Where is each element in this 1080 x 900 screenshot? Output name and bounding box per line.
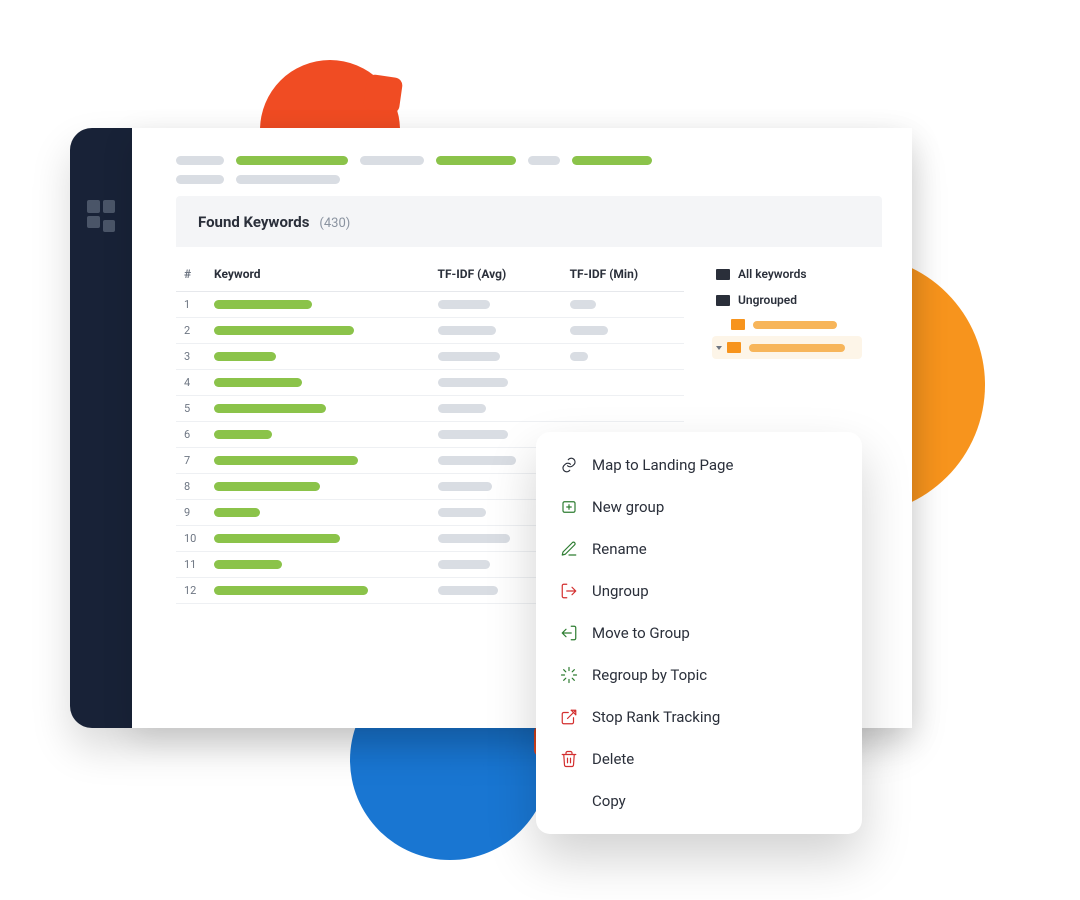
dashboard-icon[interactable] [87, 200, 115, 228]
ungroup-icon [560, 582, 578, 600]
menu-item-map-to-landing-page[interactable]: Map to Landing Page [536, 444, 862, 486]
menu-item-rename[interactable]: Rename [536, 528, 862, 570]
table-row[interactable]: 3 [176, 344, 684, 370]
cell-avg [430, 318, 562, 344]
sidebar-item-folder[interactable] [712, 313, 862, 336]
move-icon [560, 624, 578, 642]
cell-keyword [206, 292, 430, 318]
cell-min [562, 292, 684, 318]
menu-item-label: Copy [592, 792, 626, 810]
cell-keyword [206, 318, 430, 344]
row-num: 9 [176, 500, 206, 526]
sidebar-item-folder[interactable] [712, 336, 862, 359]
row-num: 4 [176, 370, 206, 396]
col-avg[interactable]: TF-IDF (Avg) [430, 261, 562, 292]
folder-icon [731, 319, 745, 330]
menu-item-label: Ungroup [592, 582, 649, 600]
cell-keyword [206, 474, 430, 500]
cell-min [562, 396, 684, 422]
section-title: Found Keywords [198, 213, 309, 231]
row-num: 11 [176, 552, 206, 578]
breadcrumb-skeleton-1 [176, 156, 882, 165]
cell-avg [430, 396, 562, 422]
menu-item-label: Delete [592, 750, 634, 768]
sidebar-item-ungrouped[interactable]: Ungrouped [712, 287, 862, 313]
chevron-down-icon [716, 346, 722, 350]
table-row[interactable]: 5 [176, 396, 684, 422]
menu-item-label: Move to Group [592, 624, 690, 642]
cell-keyword [206, 344, 430, 370]
deco-orange-square [363, 74, 404, 115]
cell-keyword [206, 422, 430, 448]
cell-keyword [206, 500, 430, 526]
cell-min [562, 318, 684, 344]
menu-item-label: Rename [592, 540, 647, 558]
table-row[interactable]: 1 [176, 292, 684, 318]
menu-item-label: Regroup by Topic [592, 666, 707, 684]
folder-label-skeleton [753, 321, 837, 329]
folder-icon [716, 269, 730, 280]
row-num: 3 [176, 344, 206, 370]
row-num: 2 [176, 318, 206, 344]
cell-min [562, 370, 684, 396]
menu-item-label: Stop Rank Tracking [592, 708, 720, 726]
menu-item-stop-rank-tracking[interactable]: Stop Rank Tracking [536, 696, 862, 738]
row-num: 7 [176, 448, 206, 474]
folder-label-skeleton [749, 344, 845, 352]
cell-keyword [206, 526, 430, 552]
row-num: 5 [176, 396, 206, 422]
link-icon [560, 456, 578, 474]
menu-item-delete[interactable]: Delete [536, 738, 862, 780]
stop-icon [560, 708, 578, 726]
cell-avg [430, 370, 562, 396]
cell-keyword [206, 552, 430, 578]
menu-item-move-to-group[interactable]: Move to Group [536, 612, 862, 654]
row-num: 12 [176, 578, 206, 604]
menu-item-new-group[interactable]: New group [536, 486, 862, 528]
sidebar-label: Ungrouped [738, 293, 797, 307]
row-num: 10 [176, 526, 206, 552]
context-menu: Map to Landing Page New group Rename Ungrou… [536, 432, 862, 834]
section-header: Found Keywords (430) [176, 196, 882, 247]
folder-icon [716, 295, 730, 306]
blank-icon [560, 792, 578, 810]
col-num[interactable]: # [176, 261, 206, 292]
section-count: (430) [319, 216, 350, 231]
newgrp-icon [560, 498, 578, 516]
menu-item-ungroup[interactable]: Ungroup [536, 570, 862, 612]
table-row[interactable]: 2 [176, 318, 684, 344]
cell-avg [430, 344, 562, 370]
menu-item-regroup-by-topic[interactable]: Regroup by Topic [536, 654, 862, 696]
cell-min [562, 344, 684, 370]
col-min[interactable]: TF-IDF (Min) [562, 261, 684, 292]
cell-keyword [206, 578, 430, 604]
sidebar-label: All keywords [738, 267, 807, 281]
cell-keyword [206, 448, 430, 474]
regroup-icon [560, 666, 578, 684]
rename-icon [560, 540, 578, 558]
delete-icon [560, 750, 578, 768]
breadcrumb-skeleton-2 [176, 175, 882, 184]
cell-keyword [206, 396, 430, 422]
table-row[interactable]: 4 [176, 370, 684, 396]
row-num: 6 [176, 422, 206, 448]
cell-keyword [206, 370, 430, 396]
menu-item-label: New group [592, 498, 664, 516]
col-keyword[interactable]: Keyword [206, 261, 430, 292]
menu-item-label: Map to Landing Page [592, 456, 733, 474]
cell-avg [430, 292, 562, 318]
sidebar-item-all[interactable]: All keywords [712, 261, 862, 287]
row-num: 8 [176, 474, 206, 500]
menu-item-copy[interactable]: Copy [536, 780, 862, 822]
left-rail [70, 128, 132, 728]
deco-blue-dot [450, 752, 484, 786]
row-num: 1 [176, 292, 206, 318]
folder-icon [727, 342, 741, 353]
